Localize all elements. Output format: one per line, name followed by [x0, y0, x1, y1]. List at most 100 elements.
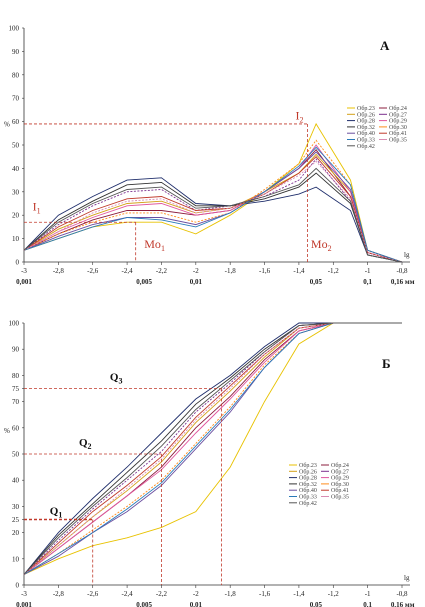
x-tick-label: -2,8 — [53, 590, 65, 598]
x-tick-label: -2,6 — [87, 267, 99, 275]
legend-entry: Обр.41 — [331, 487, 349, 494]
y-tick-label: 40 — [12, 165, 20, 173]
legend-entry: Обр.41 — [389, 130, 407, 137]
x-tick-label: -2,6 — [87, 590, 99, 598]
series-line — [23, 139, 403, 263]
y-axis-label: % — [4, 120, 10, 128]
x-tick-label: -2 — [193, 267, 199, 275]
legend-entry: Обр.33 — [357, 137, 375, 144]
panel-label: А — [380, 38, 390, 53]
mm-tick-label: 0,16 мм — [391, 278, 415, 286]
mm-tick-label: 0,001 — [16, 278, 32, 286]
x-tick-label: -3 — [21, 590, 27, 598]
x-tick-label: -1,4 — [293, 267, 305, 275]
y-tick-label: 40 — [12, 477, 20, 485]
legend-entry: Обр.32 — [357, 124, 375, 131]
x-tick-label: -2,2 — [156, 267, 168, 275]
y-axis-label: % — [4, 427, 10, 435]
x-tick-label: -3 — [21, 267, 27, 275]
series-line — [23, 160, 403, 263]
x-axis-label: lg — [404, 574, 410, 582]
legend-entry: Обр.35 — [331, 494, 349, 501]
y-tick-label: 20 — [12, 529, 20, 537]
legend-entry: Обр.42 — [357, 143, 375, 150]
annotation-i2: I2 — [295, 108, 303, 124]
y-tick-label: 80 — [12, 71, 20, 79]
legend-entry: Обр.32 — [299, 481, 317, 488]
legend-entry: Обр.40 — [357, 130, 375, 137]
legend-entry: Обр.30 — [389, 124, 407, 131]
legend-entry: Обр.28 — [299, 475, 317, 482]
legend-entry: Обр.28 — [357, 118, 375, 125]
x-tick-label: -1,6 — [259, 590, 271, 598]
mm-tick-label: 0,01 — [190, 278, 203, 286]
legend-entry: Обр.26 — [299, 468, 317, 475]
y-tick-label: 30 — [12, 188, 20, 196]
y-tick-label: 70 — [12, 398, 20, 406]
x-tick-label: -1,2 — [328, 590, 340, 598]
mm-tick-label: 0,001 — [16, 601, 32, 607]
y-tick-label: 10 — [12, 555, 20, 563]
y-tick-label: 90 — [12, 48, 20, 56]
series-line — [23, 322, 402, 575]
y-tick-label: 50 — [12, 142, 20, 150]
mm-tick-label: 0,005 — [136, 278, 152, 286]
x-tick-label: -1,6 — [259, 267, 271, 275]
mm-tick-label: 0,1 — [363, 601, 372, 607]
y-tick-label: 100 — [9, 25, 20, 33]
x-tick-label: -0,8 — [396, 590, 408, 598]
series-line — [23, 144, 403, 263]
legend-entry: Обр.40 — [299, 487, 317, 494]
legend-entry: Обр.23 — [299, 462, 317, 469]
legend-entry: Обр.26 — [357, 111, 375, 118]
mm-tick-label: 0,01 — [190, 601, 203, 607]
x-tick-label: -1,8 — [225, 590, 237, 598]
panel-label: Б — [382, 356, 391, 371]
annotation-i1: I1 — [33, 200, 41, 216]
series-line — [23, 146, 403, 263]
x-tick-label: -1,4 — [293, 590, 305, 598]
mm-tick-label: 0,05 — [310, 278, 323, 286]
y-tick-label: 20 — [12, 212, 20, 220]
legend-entry: Обр.33 — [299, 494, 317, 501]
series-line — [23, 156, 403, 263]
chart-panel-b: 0 10 20 25 30 40 50 60 70 75 80 90 100% -3 -2,8 -2,6 -2,… — [4, 320, 415, 607]
y-tick-label: 50 — [12, 451, 20, 459]
y-tick-label: 100 — [9, 320, 20, 328]
mm-tick-label: 0,16 мм — [391, 601, 415, 607]
legend-entry: Обр.30 — [331, 481, 349, 488]
x-tick-label: -1,8 — [225, 267, 237, 275]
y-tick-label: 0 — [16, 259, 20, 267]
legend-entry: Обр.29 — [331, 475, 349, 482]
mm-tick-label: 0,005 — [136, 601, 152, 607]
annotation-q2: Q2 — [79, 437, 92, 451]
y-tick-label: 25 — [12, 516, 20, 524]
y-tick-label: 80 — [12, 372, 20, 380]
legend-entry: Обр.29 — [389, 118, 407, 125]
legend-entry: Обр.42 — [299, 500, 317, 507]
series-line — [23, 322, 402, 575]
x-tick-label: -1 — [365, 267, 371, 275]
x-axis-label: lg — [404, 251, 410, 259]
mm-tick-label: 0,1 — [363, 278, 372, 286]
y-tick-label: 90 — [12, 346, 20, 354]
x-tick-label: -2 — [193, 590, 199, 598]
legend-entry: Обр.23 — [357, 105, 375, 112]
annotation-mo2: Mo2 — [311, 237, 332, 253]
y-tick-label: 70 — [12, 95, 20, 103]
y-tick-label: 30 — [12, 503, 20, 511]
legend-entry: Обр.27 — [389, 111, 407, 118]
legend-entry: Обр.24 — [389, 105, 407, 112]
legend-entry: Обр.27 — [331, 468, 349, 475]
chart-panel-a: 0 10 20 30 40 50 60 70 80 90 100% -3 -2,8 -2,6 -2,4 -2,… — [4, 25, 415, 287]
series-line — [23, 167, 403, 263]
legend-entry: Обр.35 — [389, 137, 407, 144]
annotation-q3: Q3 — [110, 372, 123, 386]
y-tick-label: 60 — [12, 118, 20, 126]
legend-entry: Обр.24 — [331, 462, 349, 469]
annotation-mo1: Mo1 — [144, 237, 165, 253]
y-tick-label: 60 — [12, 424, 20, 432]
annotation-q1: Q1 — [50, 505, 63, 519]
x-tick-label: -2,2 — [156, 590, 168, 598]
